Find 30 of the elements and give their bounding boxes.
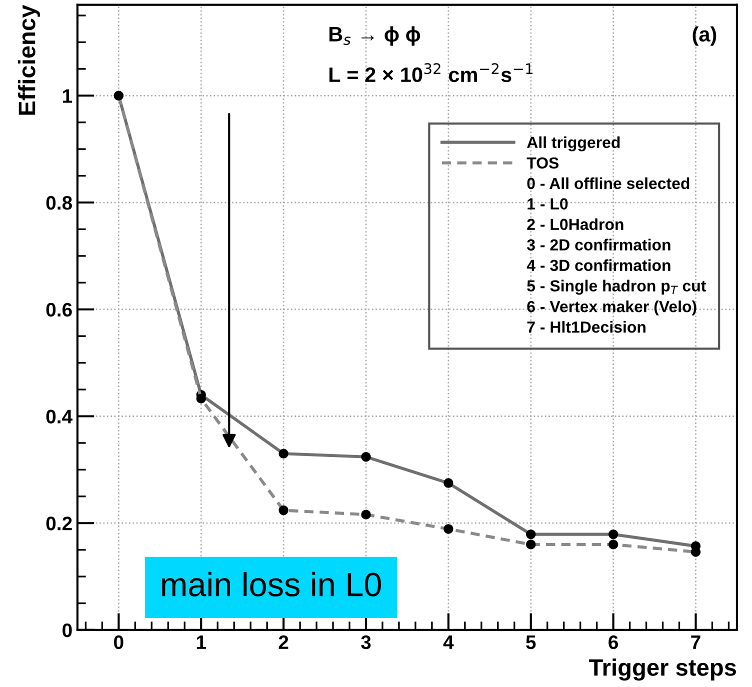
annotation: 3 - 2D confirmation (526, 238, 670, 251)
annotation: main loss in L0 (162, 572, 381, 596)
annotation: 0 - All offline selected (527, 177, 690, 190)
y-tick-label: 0.4 (46, 410, 72, 424)
y-axis-title: Efficiency (18, 4, 40, 115)
annotation: 6 - Vertex maker (Velo) (527, 300, 696, 316)
x-tick-label: 7 (691, 636, 700, 649)
annotation: (a) (692, 26, 716, 46)
text: B$_{s}$ → ϕ ϕ (329, 26, 420, 46)
y-tick-label: 0.2 (46, 516, 72, 530)
annotation: 4 - 3D confirmation (526, 259, 670, 272)
y-tick-label: 0.6 (46, 302, 72, 317)
x-tick-label: 1 (196, 636, 206, 649)
x-tick-label: 6 (608, 635, 618, 650)
x-tick-label: 2 (278, 635, 288, 649)
x-tick-label: 0 (114, 635, 124, 650)
y-tick-label: 0.8 (46, 196, 72, 210)
annotation: 1 - L0 (528, 198, 568, 210)
legend-label: All triggered (527, 136, 620, 152)
legend-label: TOS (526, 157, 559, 169)
annotation: 5 - Single hadron p$_{T}$ cut (527, 280, 706, 295)
text: L = 2 × 10$^{32}$ cm$^{−2}$s$^{−1}$ (329, 63, 532, 82)
annotation: 7 - Hlt1Decision (527, 321, 646, 333)
y-tick-label: 0 (62, 623, 72, 638)
annotation: 2 - L0Hadron (527, 218, 624, 230)
x-tick-label: 4 (443, 636, 454, 649)
x-axis-title: Trigger steps (588, 658, 736, 681)
y-tick-label: 1 (63, 89, 72, 103)
x-tick-label: 5 (526, 636, 536, 650)
x-tick-label: 3 (361, 635, 371, 650)
